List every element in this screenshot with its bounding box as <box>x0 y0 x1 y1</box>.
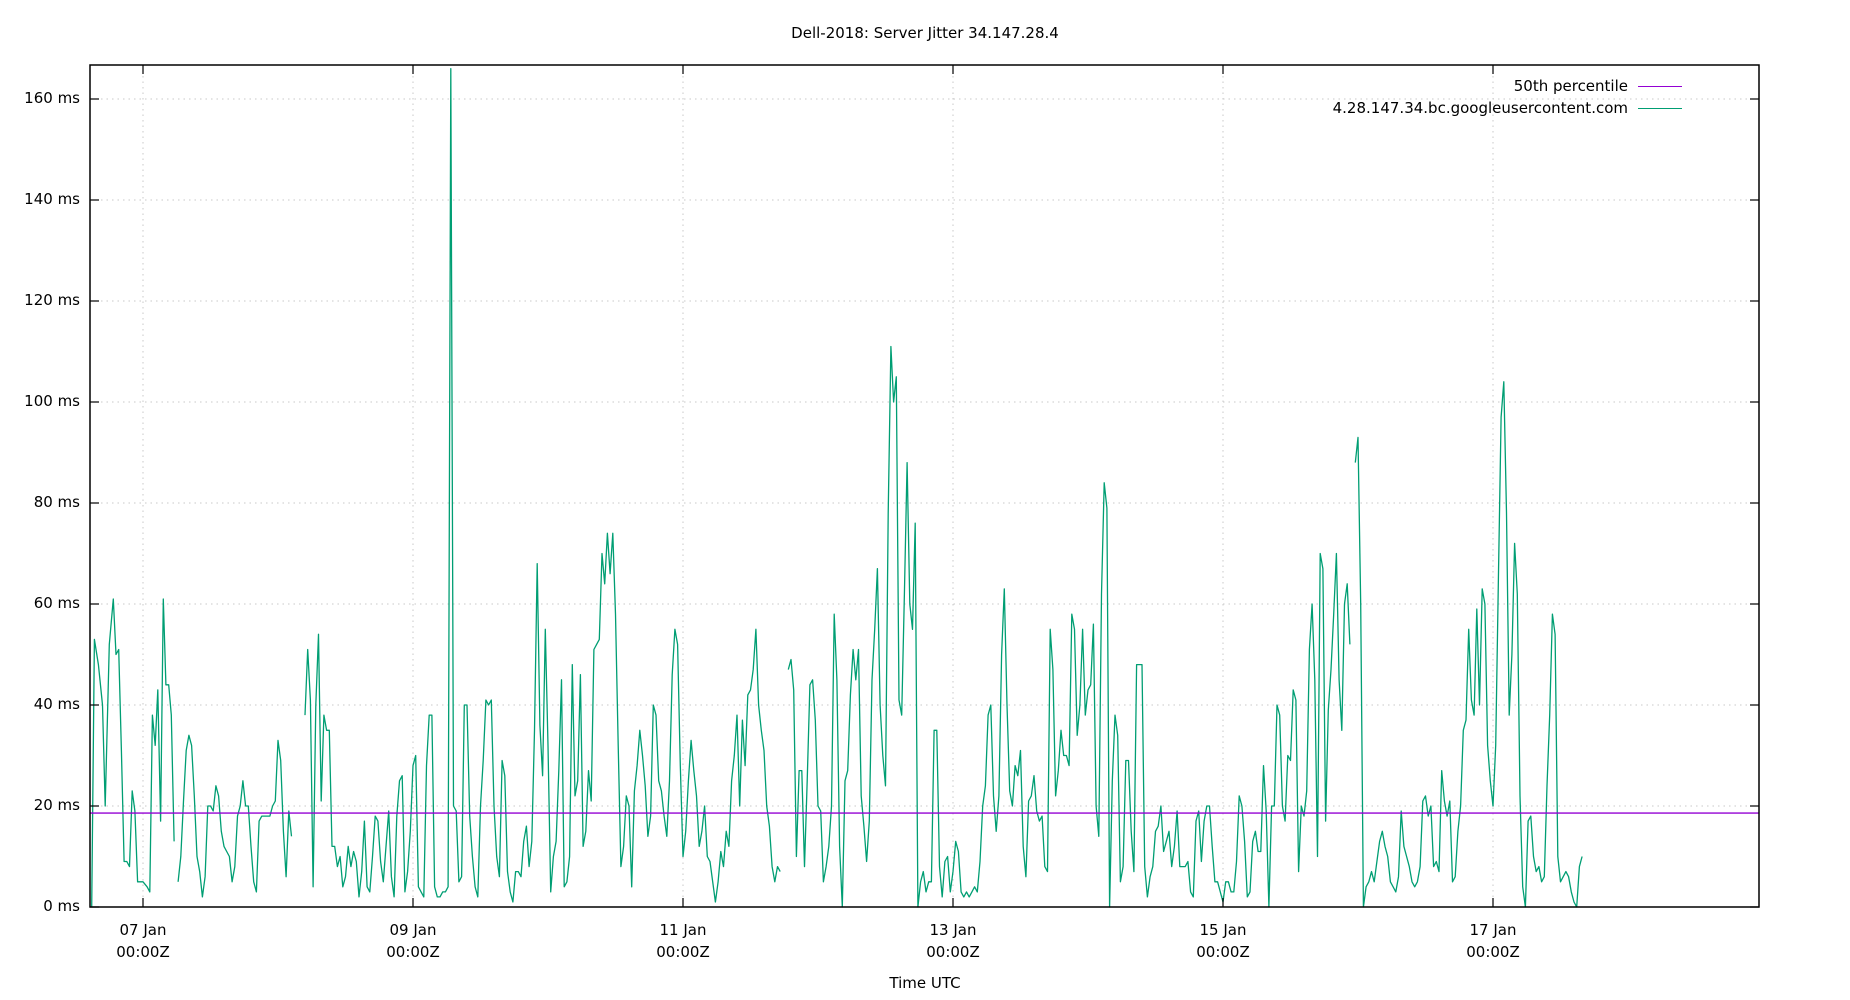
axis-ticks <box>90 65 1759 908</box>
x-axis-label: Time UTC <box>889 974 961 992</box>
y-tick-label: 40 ms <box>33 695 80 713</box>
plot-border <box>89 64 1760 908</box>
grid-lines <box>90 65 1759 907</box>
x-tick-date: 11 Jan <box>659 921 707 939</box>
x-tick-time: 00:00Z <box>116 943 170 961</box>
y-tick-label: 160 ms <box>24 89 80 107</box>
legend-item-host: 4.28.147.34.bc.googleusercontent.com <box>1333 98 1682 118</box>
series-line-host <box>91 68 1583 908</box>
x-tick-time: 00:00Z <box>386 943 440 961</box>
y-tick-label: 0 ms <box>43 897 80 915</box>
legend-label: 4.28.147.34.bc.googleusercontent.com <box>1332 99 1628 117</box>
legend-item-median: 50th percentile <box>1514 76 1682 96</box>
x-tick-date: 07 Jan <box>119 921 167 939</box>
legend-swatch-host <box>1638 107 1682 109</box>
x-tick-date: 17 Jan <box>1469 921 1517 939</box>
x-tick-time: 00:00Z <box>656 943 710 961</box>
x-tick-label: 15 Jan 00:00Z <box>1163 919 1283 963</box>
x-tick-time: 00:00Z <box>926 943 980 961</box>
series-layer <box>90 68 1759 908</box>
x-tick-label: 07 Jan 00:00Z <box>83 919 203 963</box>
x-tick-label: 11 Jan 00:00Z <box>623 919 743 963</box>
x-tick-label: 17 Jan 00:00Z <box>1433 919 1553 963</box>
legend-label: 50th percentile <box>1513 77 1628 95</box>
y-tick-label: 100 ms <box>24 392 80 410</box>
x-tick-time: 00:00Z <box>1196 943 1250 961</box>
x-tick-label: 13 Jan 00:00Z <box>893 919 1013 963</box>
x-tick-date: 15 Jan <box>1199 921 1247 939</box>
y-tick-label: 80 ms <box>33 493 80 511</box>
legend-swatch-median <box>1638 85 1682 87</box>
x-tick-time: 00:00Z <box>1466 943 1520 961</box>
x-tick-label: 09 Jan 00:00Z <box>353 919 473 963</box>
y-tick-label: 20 ms <box>33 796 80 814</box>
x-tick-date: 13 Jan <box>929 921 977 939</box>
y-tick-label: 140 ms <box>24 190 80 208</box>
x-tick-date: 09 Jan <box>389 921 437 939</box>
y-tick-label: 60 ms <box>33 594 80 612</box>
y-tick-label: 120 ms <box>24 291 80 309</box>
chart-title: Dell-2018: Server Jitter 34.147.28.4 <box>791 24 1059 42</box>
